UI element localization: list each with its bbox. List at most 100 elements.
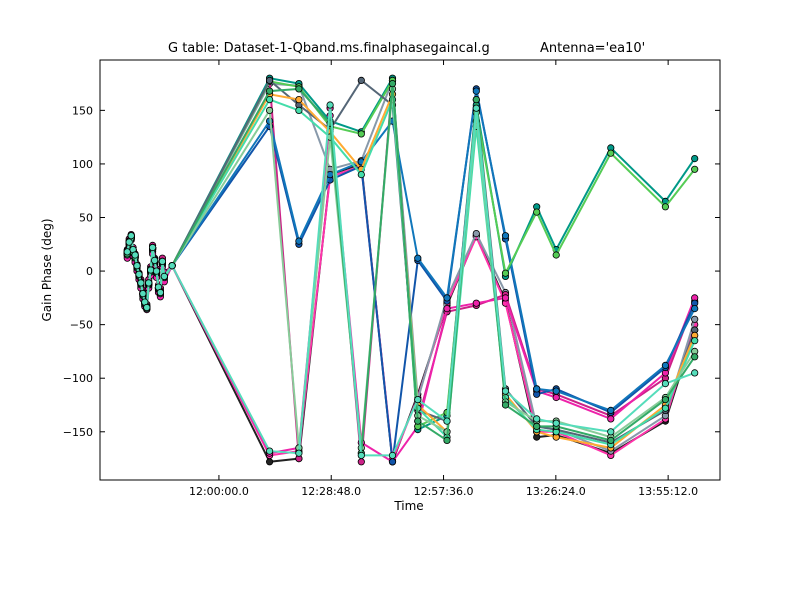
data-point [552,251,560,259]
data-point [265,76,274,85]
data-point [127,232,135,240]
data-point [357,171,365,179]
data-point [125,238,133,246]
data-point [168,262,176,270]
y-tick-label: −100 [63,372,93,385]
data-point [552,387,560,395]
data-point [388,451,397,459]
data-point [607,428,615,436]
data-point [501,269,510,277]
data-point [388,458,397,466]
data-point [552,419,560,427]
data-point [152,267,161,275]
data-point [265,106,274,115]
series-layer [123,74,699,466]
data-point [145,279,153,287]
data-point [443,294,451,302]
series-14 [123,101,699,459]
data-point [295,106,303,115]
data-point [357,451,365,459]
data-point [661,404,670,412]
data-point [388,80,397,88]
x-axis-label: Time [393,499,423,513]
data-point [133,262,141,270]
data-point [149,243,157,252]
data-point [472,87,480,95]
data-point [131,251,139,259]
data-point [414,254,422,262]
data-point [326,101,334,109]
chart-title: G table: Dataset-1-Qband.ms.finalphasega… [168,41,490,56]
data-point [295,96,303,104]
y-axis-label: Gain Phase (deg) [40,218,54,321]
data-point [501,294,510,302]
y-tick-label: 50 [79,212,93,225]
data-point [472,104,480,112]
data-point [151,256,159,264]
data-point [691,353,699,361]
data-point [533,385,541,393]
chart-subtitle: Antenna='ea10' [540,41,645,56]
data-point [295,85,303,93]
data-point [533,208,541,216]
y-tick-label: −150 [63,426,93,439]
data-point [414,417,422,425]
x-tick-label: 13:55:12.0 [638,485,698,498]
data-point [661,361,670,369]
data-point [661,203,670,211]
y-tick-label: 150 [72,104,93,117]
x-tick-label: 12:28:48.0 [301,485,361,498]
data-point [135,270,143,278]
data-point [156,288,164,297]
data-point [691,315,699,323]
data-point [661,379,670,388]
y-axis-ticks: 150 100 50 0 −50 −100 −150 [63,104,720,439]
data-point [357,130,365,138]
data-point [691,337,699,345]
x-tick-label: 12:00:00.0 [189,485,249,498]
x-tick-label: 12:57:36.0 [414,485,474,498]
data-point [607,436,615,444]
data-point [607,149,615,157]
data-point [160,272,168,280]
data-point [137,279,145,287]
data-point [472,230,480,238]
y-tick-label: 0 [86,265,93,278]
y-tick-label: 100 [72,158,93,171]
data-point [691,155,699,163]
x-axis-ticks: 12:00:00.0 12:28:48.0 12:57:36.0 13:26:24.0… [189,60,698,498]
data-point [501,387,510,395]
y-tick-label: −50 [70,319,93,332]
data-point [357,76,365,85]
data-point [533,422,541,430]
data-point [326,171,334,179]
data-point [501,401,510,409]
data-point [143,303,151,312]
data-point [443,436,451,444]
data-point [691,369,699,377]
data-point [691,165,699,173]
data-point [443,417,451,425]
data-point [414,395,422,404]
data-point [443,304,451,313]
data-point [147,266,155,274]
data-point [472,299,480,307]
data-point [472,96,480,104]
chart-title-group: G table: Dataset-1-Qband.ms.finalphasega… [168,41,645,56]
data-point [265,87,274,95]
data-point [533,415,541,423]
data-point [265,458,274,466]
data-point [265,447,274,455]
plot-area-frame [99,59,721,481]
data-point [552,393,560,402]
x-tick-label: 13:26:24.0 [526,485,586,498]
data-point [265,96,274,104]
data-point [501,232,510,240]
data-point [139,289,147,298]
data-point [295,449,303,457]
data-point [295,237,303,245]
data-point [607,406,615,414]
data-point [661,395,670,404]
